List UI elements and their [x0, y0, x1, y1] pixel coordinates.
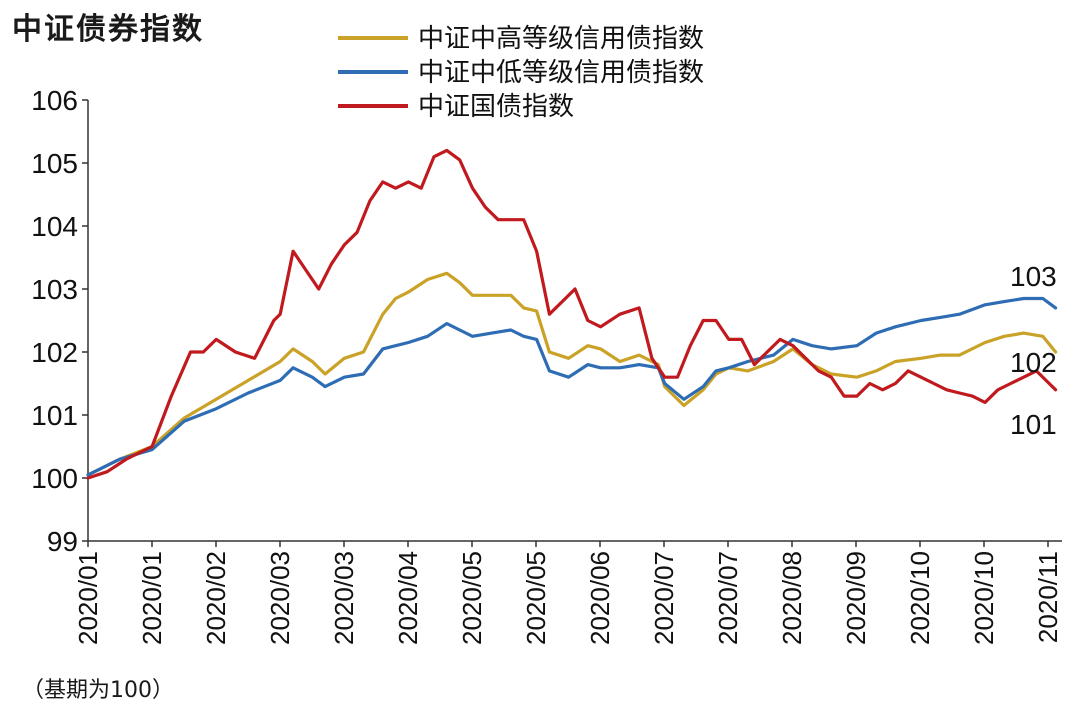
x-tick-label: 2020/07	[649, 551, 679, 645]
x-tick-label: 2020/04	[393, 551, 423, 645]
y-tick-label: 106	[31, 85, 78, 116]
chart-title: 中证债券指数	[12, 12, 204, 47]
series-lines	[86, 148, 1058, 480]
end-labels: 102 103 101	[1010, 261, 1057, 440]
y-tick-label: 101	[31, 400, 78, 431]
legend-label: 中证中高等级信用债指数	[418, 24, 704, 54]
x-tick-label: 2020/02	[201, 551, 231, 645]
legend-label: 中证国债指数	[418, 92, 574, 122]
x-tick-label: 2020/05	[457, 551, 487, 645]
y-tick-label: 102	[31, 337, 78, 368]
y-tick-label: 103	[31, 274, 78, 305]
series-end-label: 101	[1010, 409, 1057, 440]
x-tick-label: 2020/01	[73, 551, 103, 645]
x-tick-label: 2020/08	[777, 551, 807, 645]
legend-label: 中证中低等级信用债指数	[418, 58, 704, 88]
x-tick-label: 2020/10	[905, 551, 935, 645]
x-tick-label: 2020/09	[841, 551, 871, 645]
x-tick-label: 2020/01	[137, 551, 167, 645]
series-end-label: 102	[1010, 347, 1057, 378]
series-line	[86, 148, 1058, 480]
x-tick-label: 2020/03	[265, 551, 295, 645]
x-tick-label: 2020/03	[329, 551, 359, 645]
series-line	[86, 271, 1058, 477]
y-tick-label: 99	[47, 526, 78, 557]
x-tick-label: 2020/10	[969, 551, 999, 645]
y-tick-label: 100	[31, 463, 78, 494]
x-tick-label: 2020/11	[1033, 551, 1063, 643]
x-tick-label: 2020/07	[713, 551, 743, 645]
y-tick-label: 105	[31, 148, 78, 179]
axes: 99 100 101 102 103 104 105 106 2020/01 2020/01 202…	[31, 85, 1063, 645]
base-period-note: （基期为100）	[22, 678, 174, 703]
x-tick-label: 2020/05	[521, 551, 551, 645]
series-line	[86, 296, 1058, 477]
x-tick-label: 2020/06	[585, 551, 615, 645]
series-end-label: 103	[1010, 261, 1057, 292]
y-tick-label: 104	[31, 211, 78, 242]
